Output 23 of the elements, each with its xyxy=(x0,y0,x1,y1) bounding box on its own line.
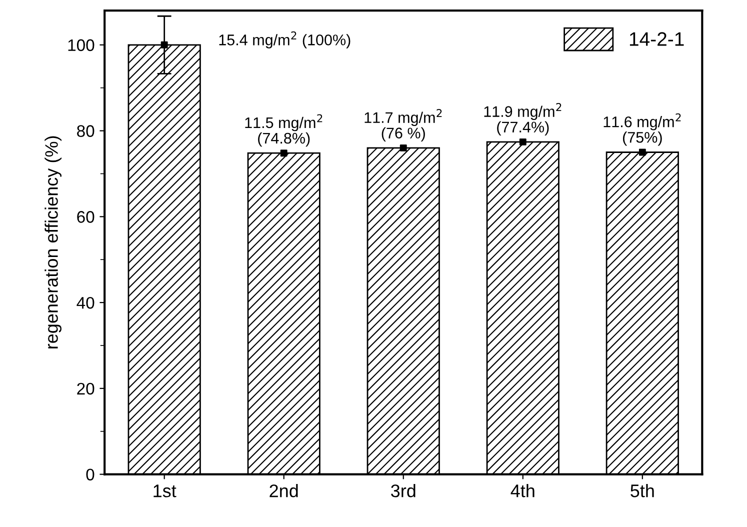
point xyxy=(519,138,526,146)
point xyxy=(160,41,168,48)
data-label: 11.5 mg/m$^{2}$ (74.8%) xyxy=(245,114,322,147)
y-tick-label: 80 xyxy=(77,125,94,137)
y-tick-label: 0 xyxy=(86,468,94,481)
x-tick-label: 4th xyxy=(510,484,534,498)
y-axis-title: regeneration efficiency (%) xyxy=(44,136,62,348)
point xyxy=(638,148,646,156)
x-tick-label: 5th xyxy=(630,484,654,498)
data-label: 11.9 mg/m$^{2}$ (77.4%) xyxy=(484,103,562,136)
text: 11.6 mg/m$^{2}$ (75%) xyxy=(604,113,681,146)
point xyxy=(280,150,288,157)
text: 11.7 mg/m$^{2}$ (76 %) xyxy=(364,109,442,142)
y-tick-label: 100 xyxy=(68,39,94,52)
y-tick-label: 60 xyxy=(77,211,94,223)
annotation: 15.4 mg/m$^{2}$ (100%) xyxy=(219,31,350,48)
legend-label: 14-2-1 xyxy=(630,32,684,46)
x-tick-label: 3rd xyxy=(391,484,416,498)
x-tick-label: 1st xyxy=(154,484,176,498)
x-tick-label: 2nd xyxy=(270,484,298,498)
y-tick-label: 40 xyxy=(76,296,94,309)
point xyxy=(400,144,407,152)
y-tick-label: 20 xyxy=(77,382,94,395)
